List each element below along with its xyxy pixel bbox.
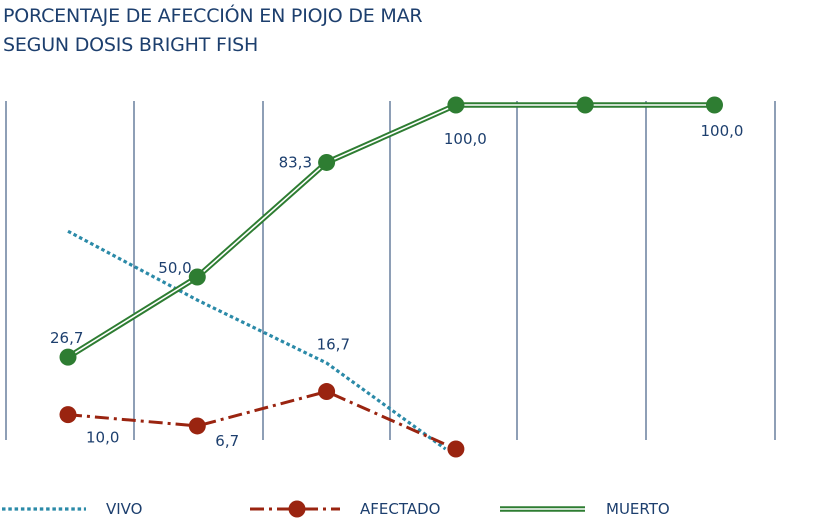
series-vivo-line	[67, 229, 447, 451]
series-afectado-point-4	[447, 440, 465, 458]
series-muerto-point-6	[706, 96, 723, 114]
legend: VIVO AFECTADO MUERTO	[2, 500, 670, 518]
label-muerto-1: 26,7	[50, 329, 83, 347]
series-muerto-point-4	[447, 96, 465, 114]
series-muerto-point-2	[188, 268, 206, 286]
plot-area	[59, 96, 723, 458]
label-muerto-2: 50,0	[158, 259, 191, 277]
label-afectado-1: 10,0	[86, 429, 119, 447]
series-afectado-point-2	[188, 417, 206, 435]
label-afectado-3: 16,7	[317, 336, 350, 354]
chart-title-line-2: SEGUN DOSIS BRIGHT FISH	[3, 34, 259, 56]
label-afectado-2: 6,7	[215, 432, 239, 450]
series-afectado-point-3	[318, 383, 336, 401]
grid-lines	[5, 101, 776, 440]
series-muerto-point-3	[318, 153, 336, 171]
data-labels: 10,0 6,7 16,7 26,7 50,0 83,3 100,0 100,0	[50, 122, 743, 450]
legend-afectado-label: AFECTADO	[360, 500, 440, 518]
label-muerto-3: 83,3	[279, 153, 312, 171]
series-afectado-point-1	[59, 406, 77, 424]
chart-title: PORCENTAJE DE AFECCIÓN EN PIOJO DE MAR S…	[3, 2, 423, 60]
legend-afectado-marker	[288, 500, 306, 518]
chart-title-line-1: PORCENTAJE DE AFECCIÓN EN PIOJO DE MAR	[3, 5, 423, 27]
series-muerto-line	[66, 102, 715, 360]
legend-muerto-label: MUERTO	[606, 500, 670, 518]
legend-vivo-label: VIVO	[106, 500, 143, 518]
series-afectado-line	[67, 389, 457, 451]
series-muerto-point-5	[576, 96, 594, 114]
series-muerto-point-1	[59, 348, 77, 366]
label-muerto-6: 100,0	[701, 122, 744, 140]
label-muerto-4: 100,0	[444, 130, 487, 148]
series-muerto-line-inner	[67, 104, 715, 358]
